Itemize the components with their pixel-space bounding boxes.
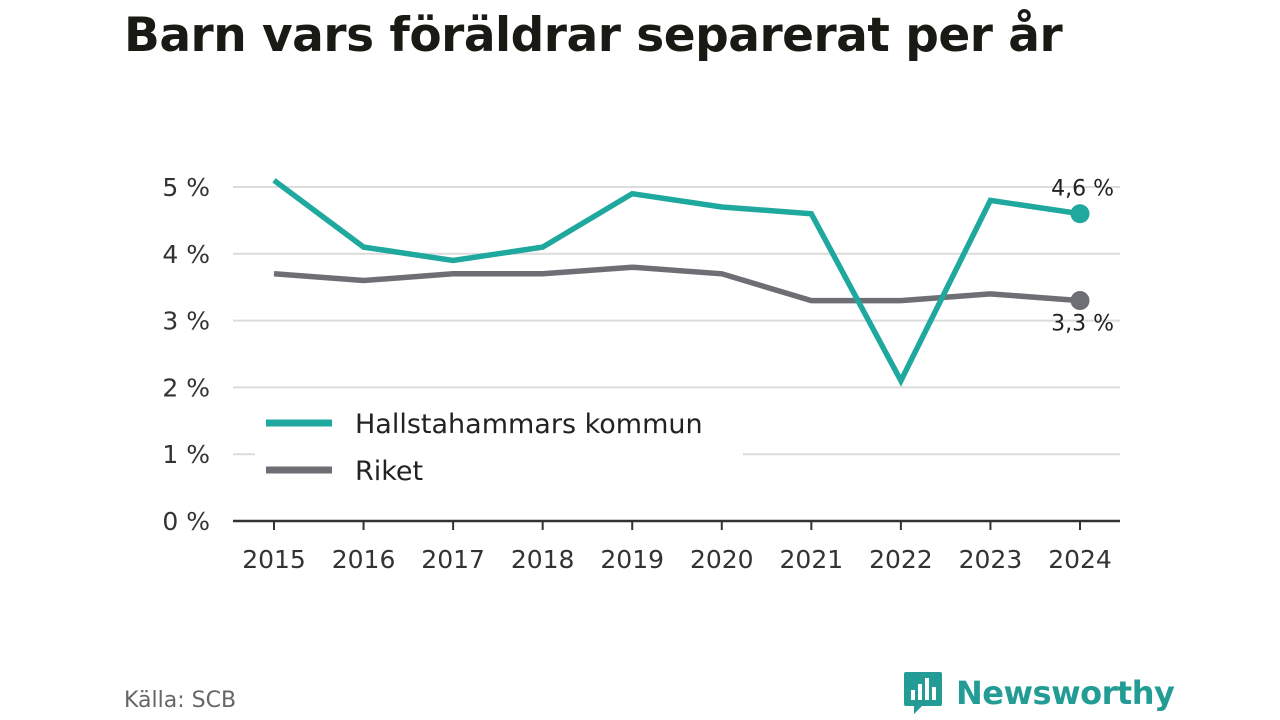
brand-logo: Newsworthy xyxy=(902,670,1175,716)
y-tick-label: 2 % xyxy=(162,373,210,402)
x-tick-label: 2020 xyxy=(690,545,754,574)
series-line-riket xyxy=(273,264,1081,304)
x-tick-label: 2017 xyxy=(421,545,485,574)
x-tick-label: 2018 xyxy=(511,545,575,574)
legend-label: Riket xyxy=(355,456,423,487)
legend-label: Hallstahammars kommun xyxy=(355,409,703,440)
legend-background xyxy=(255,400,743,496)
x-tick-label: 2024 xyxy=(1048,545,1112,574)
y-tick-label: 1 % xyxy=(162,440,210,469)
x-tick-label: 2015 xyxy=(242,545,306,574)
y-tick-label: 0 % xyxy=(162,507,210,536)
x-tick-label: 2016 xyxy=(332,545,396,574)
x-tick-label: 2023 xyxy=(959,545,1023,574)
series-line-hallstahammars-kommun xyxy=(272,178,1081,387)
newsworthy-logo-icon xyxy=(904,672,942,714)
x-tick-label: 2021 xyxy=(780,545,844,574)
end-point-riket xyxy=(1070,291,1090,311)
source-note: Källa: SCB xyxy=(124,688,237,713)
end-label-hallstahammar: 4,6 % xyxy=(1051,177,1114,202)
end-label-riket: 3,3 % xyxy=(1051,312,1114,337)
x-tick-label: 2019 xyxy=(600,545,664,574)
x-tick-label: 2022 xyxy=(869,545,933,574)
y-tick-label: 5 % xyxy=(162,173,210,202)
y-tick-label: 3 % xyxy=(162,307,210,336)
brand-name: Newsworthy xyxy=(956,674,1175,712)
y-tick-label: 4 % xyxy=(162,240,210,269)
end-point-hallstahammars-kommun xyxy=(1070,204,1090,224)
chart-title: Barn vars föräldrar separerat per år xyxy=(124,8,1063,63)
